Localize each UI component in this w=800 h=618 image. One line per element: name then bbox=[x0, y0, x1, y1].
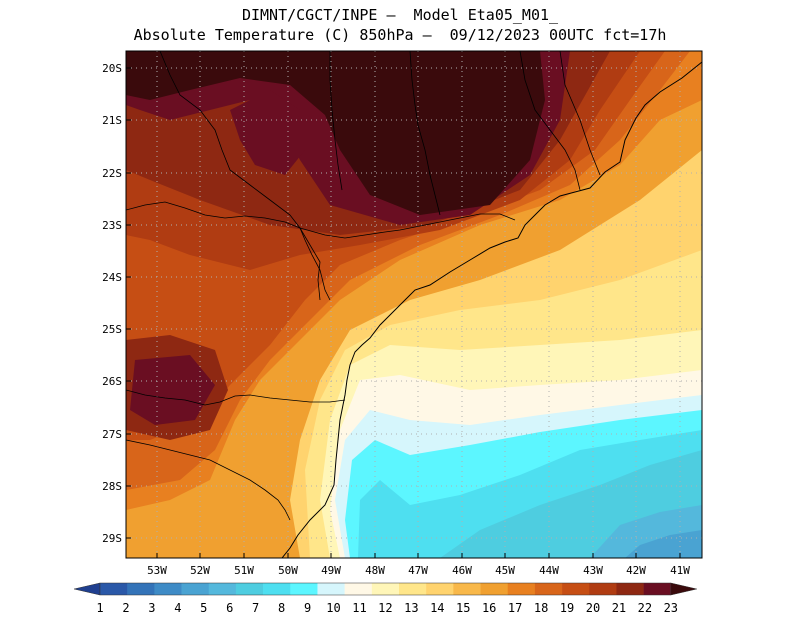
colorbar-label: 11 bbox=[352, 601, 367, 615]
lon-label: 51W bbox=[234, 564, 254, 577]
colorbar-label: 14 bbox=[430, 601, 445, 615]
colorbar-swatch bbox=[643, 583, 672, 595]
colorbar-label: 22 bbox=[637, 601, 653, 615]
colorbar-swatch bbox=[181, 583, 210, 595]
map-title-line1: DIMNT/CGCT/INPE – Model Eta05_M01_ bbox=[241, 6, 559, 24]
lon-label: 44W bbox=[539, 564, 559, 577]
colorbar-label: 8 bbox=[277, 601, 286, 615]
colorbar-swatch bbox=[235, 583, 264, 595]
lon-label: 49W bbox=[321, 564, 341, 577]
colorbar-swatch bbox=[344, 583, 373, 595]
lon-label: 41W bbox=[670, 564, 690, 577]
colorbar-swatch bbox=[290, 583, 318, 595]
colorbar-arrow-high bbox=[670, 582, 697, 596]
lat-label: 26S bbox=[102, 375, 122, 388]
colorbar-swatch bbox=[317, 583, 345, 595]
colorbar-swatch bbox=[399, 583, 427, 595]
lon-label: 47W bbox=[408, 564, 428, 577]
lat-label: 28S bbox=[102, 480, 122, 493]
lon-label: 50W bbox=[278, 564, 298, 577]
lat-label: 22S bbox=[102, 167, 122, 180]
colorbar-label: 15 bbox=[456, 601, 471, 615]
colorbar-swatch bbox=[154, 583, 182, 595]
colorbar-label: 2 bbox=[122, 601, 130, 615]
colorbar-label: 1 bbox=[96, 601, 104, 615]
colorbar-swatch bbox=[616, 583, 644, 595]
colorbar-swatch bbox=[562, 583, 590, 595]
lat-label: 20S bbox=[102, 62, 122, 75]
colorbar-label: 13 bbox=[404, 601, 419, 615]
lat-label: 27S bbox=[102, 428, 122, 441]
lon-label: 53W bbox=[147, 564, 167, 577]
colorbar-label: 21 bbox=[611, 601, 627, 615]
lon-label: 45W bbox=[495, 564, 515, 577]
colorbar-swatch bbox=[426, 583, 454, 595]
lon-label: 52W bbox=[190, 564, 210, 577]
lat-label: 25S bbox=[102, 323, 122, 336]
colorbar-label: 20 bbox=[585, 601, 601, 615]
map-title-line2: Absolute Temperature (C) 850hPa – 09/12/… bbox=[133, 26, 667, 44]
lat-label: 29S bbox=[102, 532, 122, 545]
colorbar-label: 19 bbox=[559, 601, 575, 615]
colorbar-label: 9 bbox=[303, 601, 312, 615]
lon-label: 48W bbox=[365, 564, 385, 577]
colorbar-label: 23 bbox=[663, 601, 679, 615]
lon-label: 43W bbox=[583, 564, 603, 577]
colorbar-swatch bbox=[127, 583, 155, 595]
colorbar-label: 17 bbox=[507, 601, 523, 615]
colorbar-label: 3 bbox=[148, 601, 156, 615]
lon-label: 42W bbox=[626, 564, 646, 577]
lat-label: 23S bbox=[102, 219, 122, 232]
colorbar bbox=[73, 582, 697, 596]
colorbar-swatch bbox=[589, 583, 617, 595]
colorbar-label: 7 bbox=[252, 601, 260, 615]
colorbar-arrow-low bbox=[73, 582, 101, 596]
colorbar-swatch bbox=[507, 583, 536, 595]
colorbar-label: 12 bbox=[378, 601, 393, 615]
colorbar-frame bbox=[99, 582, 672, 596]
colorbar-label: 10 bbox=[326, 601, 341, 615]
colorbar-swatch bbox=[453, 583, 481, 595]
lat-label: 24S bbox=[102, 271, 122, 284]
colorbar-swatch bbox=[263, 583, 291, 595]
colorbar-swatch bbox=[208, 583, 237, 595]
colorbar-swatch bbox=[371, 583, 400, 595]
colorbar-swatch bbox=[534, 583, 563, 595]
colorbar-label: 5 bbox=[200, 601, 208, 615]
colorbar-label: 6 bbox=[226, 601, 234, 615]
colorbar-label: 18 bbox=[533, 601, 549, 615]
lat-label: 21S bbox=[102, 114, 122, 127]
colorbar-swatch bbox=[480, 583, 509, 595]
lon-label: 46W bbox=[452, 564, 472, 577]
colorbar-label: 4 bbox=[174, 601, 182, 615]
colorbar-label: 16 bbox=[481, 601, 497, 615]
colorbar-swatch bbox=[100, 583, 128, 595]
